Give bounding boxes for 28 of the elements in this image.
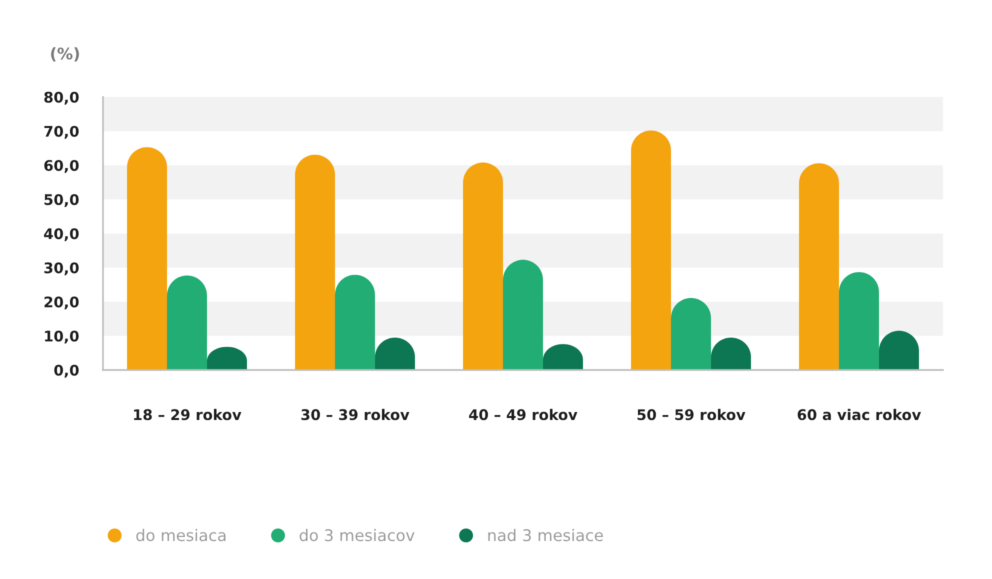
x-tick-label: 18 – 29 rokov [134, 408, 242, 420]
bar [463, 162, 504, 370]
bar [167, 276, 207, 370]
x-tick-label: 50 – 59 rokov [638, 408, 746, 420]
legend-label: nad 3 mesiace [488, 528, 603, 542]
bar [671, 298, 711, 370]
y-axis-title: (%) [51, 47, 79, 62]
legend-label: do 3 mesiacov [300, 528, 414, 542]
y-tick-label: 50,0 [44, 194, 79, 207]
x-tick-label: 60 a viac rokov [798, 408, 921, 420]
bar [631, 130, 672, 370]
y-tick-label: 60,0 [44, 160, 79, 173]
y-tick-label: 30,0 [44, 262, 79, 276]
bar [503, 260, 543, 370]
y-tick-label: 20,0 [44, 296, 79, 310]
y-tick-label: 80,0 [44, 92, 79, 105]
y-tick-label: 0,0 [54, 364, 79, 378]
y-tick-label: 10,0 [45, 330, 79, 344]
x-tick-label: 40 – 49 rokov [469, 408, 578, 420]
y-tick-label: 40,0 [44, 228, 79, 242]
legend-label: do mesiaca [136, 528, 226, 542]
bar [127, 147, 168, 370]
bar [335, 274, 375, 370]
bar [799, 163, 840, 370]
bar [839, 272, 879, 370]
x-tick-label: 30 – 39 rokov [301, 408, 410, 420]
bar [295, 154, 336, 370]
y-tick-label: 70,0 [44, 126, 79, 139]
